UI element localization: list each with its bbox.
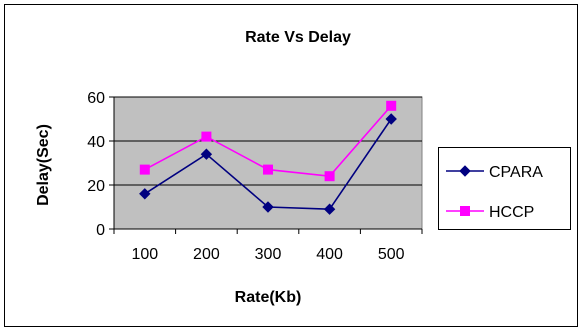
y-tick-labels: 0 20 40 60 bbox=[87, 90, 105, 239]
legend-marker-cpara bbox=[459, 165, 471, 177]
x-tick-label: 500 bbox=[378, 246, 405, 263]
axes bbox=[109, 96, 423, 234]
x-tick-label: 100 bbox=[131, 246, 158, 263]
data-point-cpara bbox=[200, 148, 213, 160]
y-tick-label: 40 bbox=[87, 134, 105, 151]
data-point-hccp bbox=[386, 100, 397, 111]
data-point-cpara bbox=[323, 203, 336, 215]
legend-marker-hccp bbox=[460, 206, 470, 216]
data-point-cpara bbox=[262, 201, 274, 213]
y-axis-label: Delay(Sec) bbox=[35, 124, 52, 206]
data-point-hccp bbox=[201, 131, 212, 142]
data-point-hccp bbox=[324, 171, 335, 182]
x-tick-label: 400 bbox=[316, 246, 343, 263]
x-axis-label: Rate(Kb) bbox=[235, 289, 302, 306]
data-point-cpara bbox=[139, 188, 151, 200]
legend-label-cpara: CPARA bbox=[489, 164, 543, 181]
x-tick-label: 200 bbox=[193, 246, 220, 263]
gridlines bbox=[114, 96, 422, 186]
legend: CPARA HCCP bbox=[446, 164, 543, 221]
legend-label-hccp: HCCP bbox=[489, 204, 534, 221]
y-tick-label: 60 bbox=[87, 90, 105, 107]
data-point-cpara bbox=[385, 113, 397, 125]
x-tick-label: 300 bbox=[255, 246, 282, 263]
data-point-hccp bbox=[139, 164, 150, 175]
x-tick-labels: 100 200 300 400 500 bbox=[131, 246, 404, 263]
data-point-hccp bbox=[263, 164, 273, 175]
series-markers bbox=[139, 100, 397, 215]
y-tick-label: 0 bbox=[96, 222, 105, 239]
y-tick-label: 20 bbox=[87, 178, 105, 195]
chart-title: Rate Vs Delay bbox=[245, 29, 351, 46]
